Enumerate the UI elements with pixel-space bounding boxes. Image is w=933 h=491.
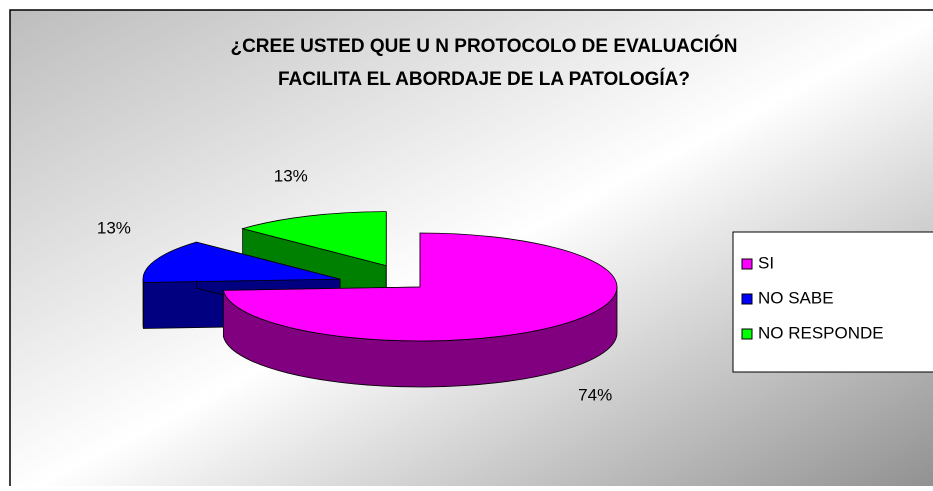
chart-title: ¿CREE USTED QUE U N PROTOCOLO DE EVALUAC… [230, 35, 737, 57]
legend-swatch [742, 329, 752, 339]
data-label: 74% [578, 386, 612, 405]
legend: SI NO SABE NO RESPONDE [733, 232, 933, 372]
data-label: 13% [274, 167, 308, 186]
legend-label: NO RESPONDE [758, 323, 884, 342]
legend-swatch [742, 294, 752, 304]
legend-swatch [742, 259, 752, 269]
data-label: 13% [97, 218, 131, 237]
legend-label: NO SABE [758, 288, 834, 307]
legend-label: SI [758, 253, 774, 272]
chart-title: FACILITA EL ABORDAJE DE LA PATOLOGÍA? [278, 68, 690, 90]
